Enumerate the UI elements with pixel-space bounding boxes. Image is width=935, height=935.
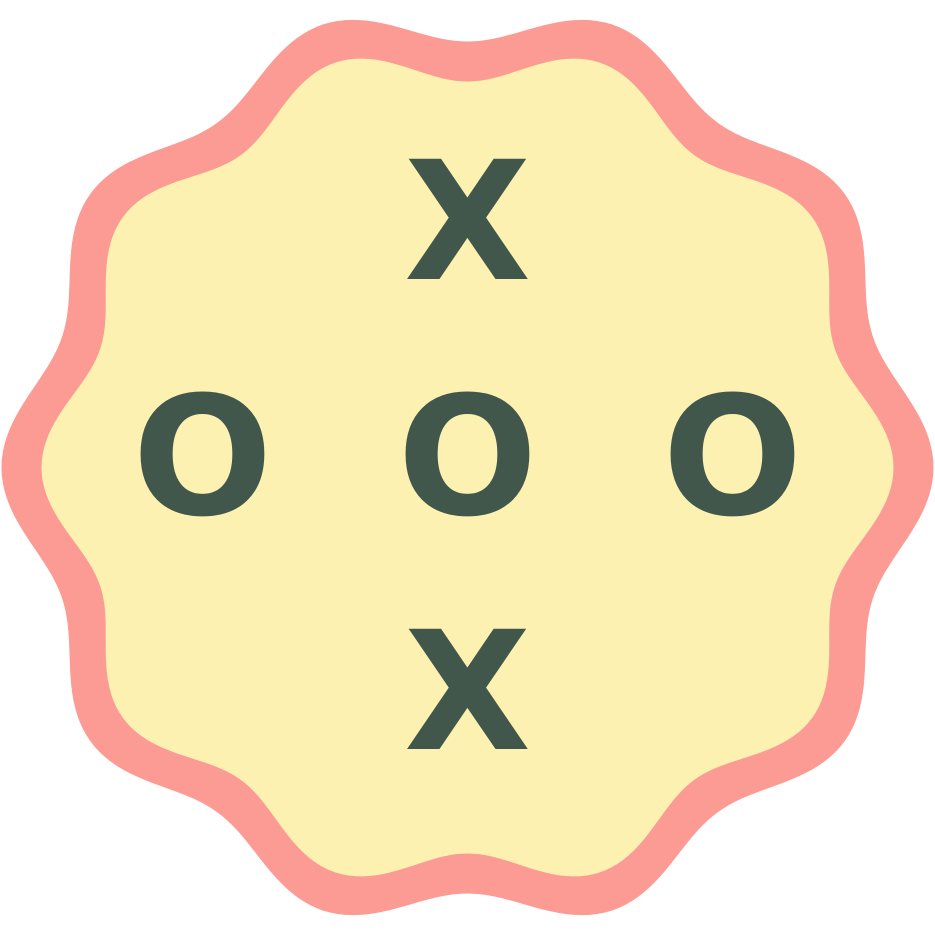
cell-8[interactable] — [600, 575, 865, 810]
game-board: X O O O X — [70, 105, 865, 810]
cell-6[interactable] — [70, 575, 335, 810]
cell-4[interactable]: O — [397, 361, 538, 553]
cell-7[interactable]: X — [403, 596, 532, 788]
cell-0[interactable] — [70, 105, 335, 340]
cell-3[interactable]: O — [132, 361, 273, 553]
badge-fill — [41, 58, 894, 877]
cell-2[interactable] — [600, 105, 865, 340]
cell-5[interactable]: O — [662, 361, 803, 553]
cell-1[interactable]: X — [403, 126, 532, 318]
